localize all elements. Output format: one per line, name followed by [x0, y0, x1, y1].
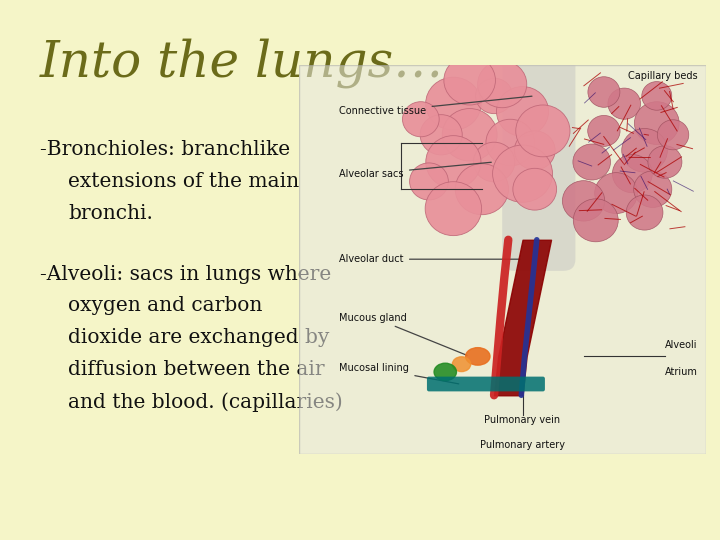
FancyBboxPatch shape — [299, 65, 706, 454]
Text: Atrium: Atrium — [665, 367, 698, 377]
FancyBboxPatch shape — [503, 53, 575, 271]
Circle shape — [477, 61, 527, 107]
Circle shape — [497, 86, 549, 136]
Circle shape — [608, 88, 641, 119]
Text: Alveolar duct: Alveolar duct — [340, 254, 520, 264]
Text: bronchi.: bronchi. — [68, 204, 153, 223]
Circle shape — [588, 77, 620, 107]
Circle shape — [626, 195, 663, 230]
Text: diffusion between the air: diffusion between the air — [68, 360, 325, 379]
Circle shape — [475, 78, 513, 113]
Circle shape — [514, 131, 555, 170]
Circle shape — [613, 154, 652, 193]
Text: extensions of the main: extensions of the main — [68, 172, 300, 191]
Text: -Alveoli: sacs in lungs where: -Alveoli: sacs in lungs where — [40, 265, 331, 284]
Text: Alveolar sacs: Alveolar sacs — [340, 162, 491, 179]
Circle shape — [420, 114, 462, 155]
Text: Alveoli: Alveoli — [665, 340, 698, 350]
Circle shape — [426, 136, 481, 188]
Circle shape — [486, 119, 535, 166]
Circle shape — [402, 102, 439, 137]
Circle shape — [562, 181, 605, 221]
Circle shape — [595, 173, 637, 213]
Text: -Bronchioles: branchlike: -Bronchioles: branchlike — [40, 140, 289, 159]
Circle shape — [622, 129, 667, 172]
Ellipse shape — [452, 357, 471, 372]
Circle shape — [473, 142, 515, 182]
Ellipse shape — [466, 348, 490, 365]
Text: and the blood. (capillaries): and the blood. (capillaries) — [68, 392, 343, 411]
Circle shape — [492, 145, 552, 202]
Text: oxygen and carbon: oxygen and carbon — [68, 296, 263, 315]
Text: Connective tissue: Connective tissue — [340, 96, 532, 117]
Circle shape — [442, 109, 497, 161]
Circle shape — [642, 82, 672, 110]
FancyBboxPatch shape — [427, 376, 545, 392]
Text: Mucosal lining: Mucosal lining — [340, 363, 459, 384]
Circle shape — [516, 105, 570, 157]
Circle shape — [455, 164, 508, 215]
Circle shape — [573, 199, 618, 242]
Text: dioxide are exchanged by: dioxide are exchanged by — [68, 328, 330, 347]
Ellipse shape — [434, 363, 456, 381]
Circle shape — [648, 146, 682, 178]
Circle shape — [634, 102, 679, 145]
Circle shape — [634, 171, 672, 207]
Text: Mucous gland: Mucous gland — [340, 313, 467, 355]
Text: Into the lungs…: Into the lungs… — [40, 38, 444, 88]
Circle shape — [657, 120, 689, 150]
Circle shape — [410, 163, 449, 200]
Circle shape — [426, 181, 482, 235]
Text: Capillary beds: Capillary beds — [628, 71, 698, 80]
Circle shape — [513, 168, 557, 210]
Text: Pulmonary vein: Pulmonary vein — [485, 415, 561, 425]
Circle shape — [426, 77, 481, 130]
Circle shape — [573, 144, 611, 180]
Circle shape — [444, 56, 495, 105]
Text: Pulmonary artery: Pulmonary artery — [480, 440, 565, 450]
Circle shape — [588, 116, 620, 146]
